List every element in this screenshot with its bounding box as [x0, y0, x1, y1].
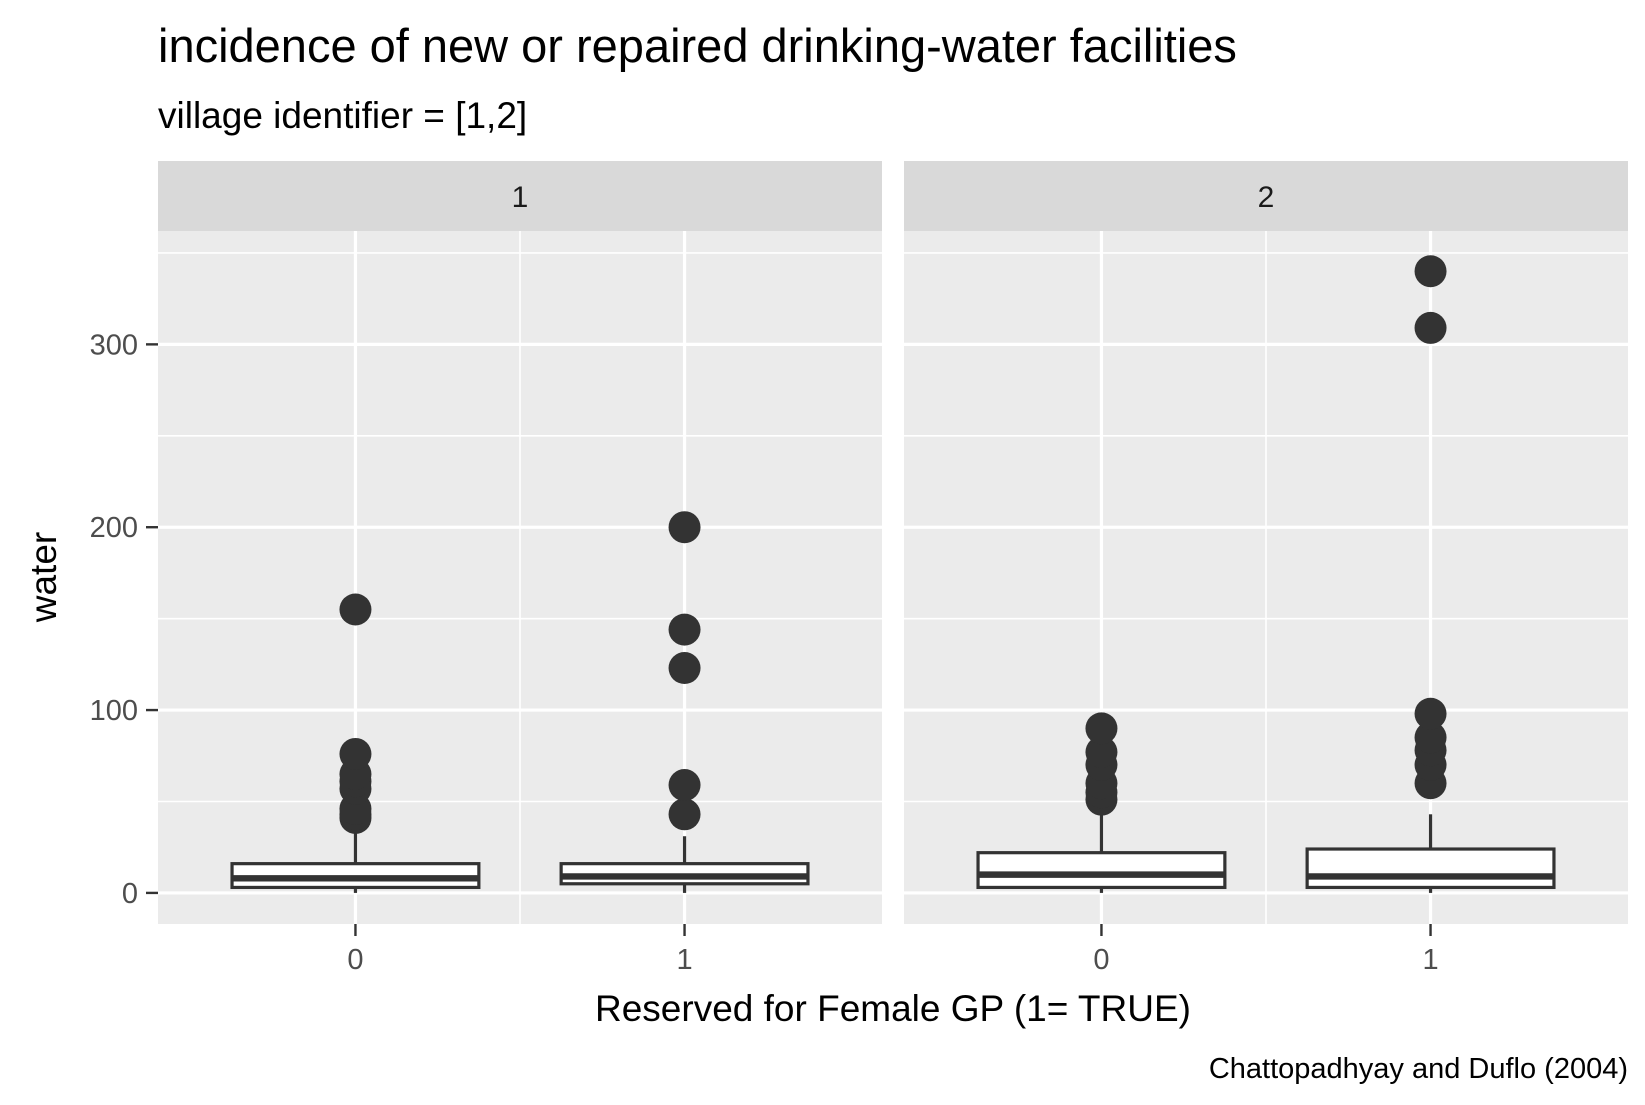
outlier-point — [1414, 311, 1447, 344]
y-tick-label: 0 — [122, 878, 138, 910]
x-tick-label: 0 — [347, 944, 363, 976]
y-tick-label: 300 — [90, 329, 138, 361]
facet-panel-1: 1 — [158, 161, 882, 924]
outlier-point — [339, 593, 372, 626]
box-1-0 — [230, 593, 481, 893]
outlier-point — [339, 737, 372, 770]
x-tick-label: 1 — [1422, 944, 1438, 976]
x-tick-label: 1 — [676, 944, 692, 976]
y-tick-label: 100 — [90, 695, 138, 727]
y-axis-title: water — [23, 532, 64, 623]
facet-strip-label-2: 2 — [1258, 181, 1275, 214]
x-axis-title: Reserved for Female GP (1= TRUE) — [595, 988, 1191, 1029]
panel-boxes-1 — [230, 511, 810, 893]
chart-caption: Chattopadhyay and Duflo (2004) — [1209, 1053, 1628, 1085]
panel-boxes-2 — [976, 255, 1556, 893]
box-1-1 — [559, 511, 810, 893]
box-2-1 — [1305, 255, 1556, 893]
outlier-point — [1414, 255, 1447, 288]
facet-strip-label-1: 1 — [512, 181, 529, 214]
outlier-point — [668, 769, 701, 802]
outlier-point — [1414, 697, 1447, 730]
x-axis: 0 1 0 1 — [347, 924, 1439, 976]
chart-title: incidence of new or repaired drinking-wa… — [158, 19, 1237, 72]
y-axis: 0 100 200 300 — [90, 329, 158, 910]
outlier-point — [668, 613, 701, 646]
y-tick-label: 200 — [90, 512, 138, 544]
outlier-point — [668, 652, 701, 685]
outlier-point — [668, 511, 701, 544]
chart-subtitle: village identifier = [1,2] — [158, 95, 527, 136]
panel-grid-2 — [904, 231, 1628, 924]
box-iqr — [1305, 847, 1556, 890]
outlier-point — [1414, 721, 1447, 754]
box-2-0 — [976, 712, 1227, 893]
facet-strip-1 — [158, 161, 882, 231]
panel-grid-1 — [158, 231, 882, 924]
facet-strip-2 — [904, 161, 1628, 231]
box-iqr — [976, 851, 1227, 890]
facet-panel-2: 2 — [904, 161, 1628, 924]
x-tick-label: 0 — [1093, 944, 1109, 976]
outlier-point — [1085, 736, 1118, 769]
outlier-point — [668, 798, 701, 831]
outlier-point — [1085, 712, 1118, 745]
